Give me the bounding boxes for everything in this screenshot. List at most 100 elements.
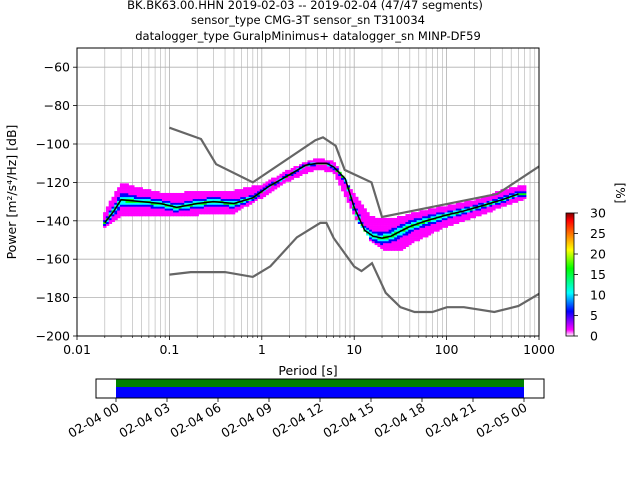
density-cell: [371, 216, 376, 219]
density-cell: [433, 214, 437, 217]
density-cell: [237, 198, 241, 201]
density-cell: [455, 219, 460, 223]
density-cell: [405, 223, 409, 226]
density-cell: [514, 200, 518, 203]
density-cell: [455, 212, 460, 215]
density-cell: [411, 225, 415, 228]
density-cell: [436, 217, 440, 221]
density-cell: [413, 219, 418, 223]
density-cell: [153, 192, 157, 196]
density-cell: [413, 214, 418, 217]
density-cell: [394, 244, 398, 248]
density-cell: [248, 200, 253, 203]
density-cell: [324, 164, 328, 167]
density-cell: [117, 198, 121, 201]
density-cell: [257, 187, 261, 190]
density-cell: [419, 216, 423, 219]
density-cell: [173, 196, 177, 200]
density-cell: [469, 200, 474, 203]
density-cell: [103, 214, 107, 217]
density-cell: [514, 196, 518, 200]
density-cell: [234, 210, 239, 213]
density-cell: [360, 212, 365, 215]
density-cell: [453, 204, 457, 207]
density-cell: [217, 204, 222, 207]
density-cell: [327, 160, 331, 163]
density-cell: [363, 221, 367, 224]
density-cell: [119, 208, 124, 211]
density-cell: [483, 196, 488, 200]
density-cell: [226, 208, 230, 211]
density-cell: [441, 206, 446, 209]
density-cell: [164, 202, 169, 205]
density-cell: [508, 192, 513, 196]
density-cell: [105, 214, 110, 217]
density-cell: [363, 212, 367, 215]
density-cell: [119, 202, 124, 205]
density-cell: [416, 227, 421, 230]
density-cell: [296, 173, 300, 176]
density-cell: [139, 204, 143, 207]
density-cell: [380, 231, 384, 234]
density-cell: [125, 206, 129, 209]
density-cell: [413, 227, 418, 230]
density-cell: [346, 196, 351, 200]
timeline-tick-label: 02-04 03: [116, 400, 172, 441]
density-cell: [494, 196, 499, 200]
density-cell: [360, 216, 365, 219]
density-cell: [273, 177, 278, 180]
density-cell: [119, 210, 124, 213]
density-cell: [122, 214, 127, 217]
density-cell: [338, 181, 342, 184]
density-cell: [408, 242, 412, 246]
density-cell: [201, 204, 205, 207]
density-cell: [220, 204, 225, 207]
density-cell: [201, 212, 205, 215]
density-cell: [187, 206, 191, 209]
density-cell: [425, 210, 429, 213]
density-cell: [131, 194, 135, 198]
density-cell: [156, 204, 160, 207]
density-cell: [388, 219, 393, 223]
density-cell: [360, 204, 365, 207]
density-cell: [369, 217, 373, 221]
density-cell: [103, 219, 107, 223]
density-cell: [245, 187, 250, 190]
density-cell: [215, 206, 219, 209]
density-cell: [315, 158, 320, 161]
density-cell: [427, 214, 432, 217]
density-cell: [522, 196, 527, 200]
density-cell: [355, 214, 359, 217]
density-cell: [136, 192, 141, 196]
density-cell: [254, 192, 258, 196]
density-cell: [187, 198, 191, 201]
density-cell: [399, 221, 404, 224]
density-cell: [156, 191, 160, 194]
density-cell: [119, 191, 124, 194]
density-cell: [133, 210, 138, 213]
density-cell: [522, 192, 527, 196]
density-cell: [231, 206, 236, 209]
density-cell: [472, 210, 477, 213]
density-cell: [105, 221, 110, 224]
density-cell: [231, 198, 236, 201]
density-cell: [453, 208, 457, 211]
density-cell: [408, 229, 412, 232]
density-cell: [411, 239, 415, 242]
density-cell: [217, 202, 222, 205]
density-cell: [388, 246, 393, 249]
density-cell: [419, 231, 423, 234]
density-cell: [461, 212, 465, 215]
density-cell: [240, 191, 244, 194]
density-cell: [425, 221, 429, 224]
density-cell: [408, 227, 412, 230]
density-cell: [405, 217, 409, 221]
density-cell: [282, 179, 286, 182]
density-cell: [369, 225, 373, 228]
density-cell: [469, 202, 474, 205]
density-cell: [430, 229, 435, 232]
density-cell: [175, 196, 180, 200]
density-cell: [153, 208, 157, 211]
density-cell: [175, 200, 180, 203]
density-cell: [508, 198, 513, 201]
